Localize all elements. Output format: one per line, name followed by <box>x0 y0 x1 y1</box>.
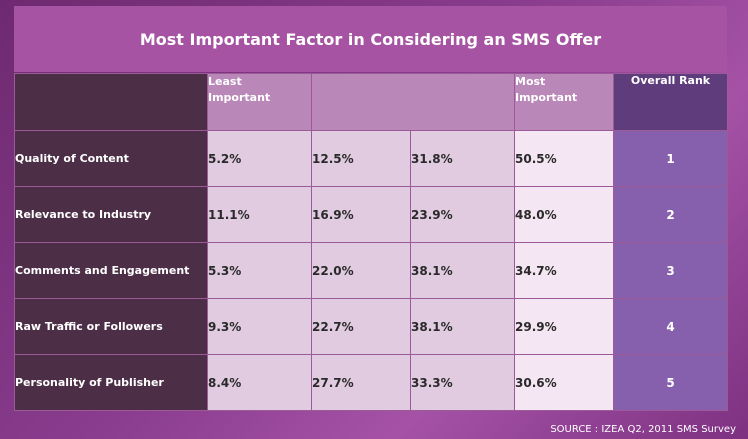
value-cell: 38.1% <box>410 242 515 299</box>
value-cell: 30.6% <box>514 354 614 411</box>
rank-cell: 1 <box>613 130 728 187</box>
factor-label: Raw Traffic or Followers <box>14 298 208 355</box>
value-cell: 38.1% <box>410 298 515 355</box>
header-corner <box>14 73 208 131</box>
table-row: Comments and Engagement 5.3% 22.0% 38.1% 34.… <box>14 242 728 299</box>
value-cell: 34.7% <box>514 242 614 299</box>
factor-label: Comments and Engagement <box>14 242 208 299</box>
header-overall-rank: Overall Rank <box>613 73 728 131</box>
header-middle <box>311 73 515 131</box>
factor-label: Personality of Publisher <box>14 354 208 411</box>
header-least-line2: Important <box>208 91 271 104</box>
value-cell: 16.9% <box>311 186 411 243</box>
source-note: SOURCE : IZEA Q2, 2011 SMS Survey <box>550 424 736 435</box>
value-cell: 27.7% <box>311 354 411 411</box>
header-least-important: Least Important <box>207 73 312 131</box>
header-most-important: Most Important <box>514 73 614 131</box>
value-cell: 22.0% <box>311 242 411 299</box>
value-cell: 5.3% <box>207 242 312 299</box>
value-cell: 48.0% <box>514 186 614 243</box>
rank-cell: 2 <box>613 186 728 243</box>
survey-table: Least Important Most Important Overall R… <box>14 73 728 411</box>
table-row: Raw Traffic or Followers 9.3% 22.7% 38.1% 29… <box>14 298 728 355</box>
header-most-line1: Most <box>515 75 546 88</box>
table-row: Personality of Publisher 8.4% 27.7% 33.3% 30… <box>14 354 728 411</box>
factor-label: Quality of Content <box>14 130 208 187</box>
header-most-line2: Important <box>515 91 578 104</box>
table-row: Quality of Content 5.2% 12.5% 31.8% 50.5% 1 <box>14 130 728 187</box>
rank-cell: 4 <box>613 298 728 355</box>
value-cell: 29.9% <box>514 298 614 355</box>
chart-title: Most Important Factor in Considering an … <box>14 6 727 72</box>
rank-cell: 3 <box>613 242 728 299</box>
value-cell: 33.3% <box>410 354 515 411</box>
value-cell: 11.1% <box>207 186 312 243</box>
table-row: Relevance to Industry 11.1% 16.9% 23.9% 48.0… <box>14 186 728 243</box>
value-cell: 5.2% <box>207 130 312 187</box>
table-body: Quality of Content 5.2% 12.5% 31.8% 50.5% 1 Re… <box>14 130 728 411</box>
value-cell: 8.4% <box>207 354 312 411</box>
value-cell: 22.7% <box>311 298 411 355</box>
value-cell: 31.8% <box>410 130 515 187</box>
header-row: Least Important Most Important Overall R… <box>14 73 728 131</box>
rank-cell: 5 <box>613 354 728 411</box>
header-least-line1: Least <box>208 75 242 88</box>
value-cell: 23.9% <box>410 186 515 243</box>
value-cell: 12.5% <box>311 130 411 187</box>
value-cell: 9.3% <box>207 298 312 355</box>
value-cell: 50.5% <box>514 130 614 187</box>
factor-label: Relevance to Industry <box>14 186 208 243</box>
